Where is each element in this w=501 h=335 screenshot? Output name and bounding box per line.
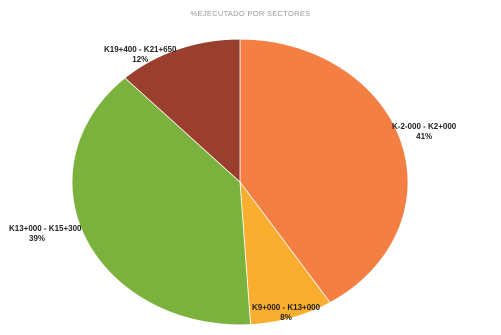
slice-percent: 8% — [280, 313, 292, 322]
pie-slice-4 — [124, 38, 241, 183]
slice-label-text: K13+000 - K15+300 — [9, 224, 82, 233]
pie-slices — [71, 38, 409, 326]
slice-percent: 12% — [132, 55, 149, 64]
slice-label-text: K19+400 - K21+650 — [104, 45, 177, 54]
slice-label-k19-400: K19+400 - K21+650 12% — [104, 45, 177, 65]
slice-label-k13-000: K13+000 - K15+300 39% — [9, 224, 82, 244]
slice-label-text: K9+000 - K13+000 — [252, 303, 321, 312]
slice-label-k9-000: K9+000 - K13+000 8% — [252, 303, 320, 323]
slice-percent: 39% — [29, 234, 46, 243]
pie-slice-1 — [239, 38, 409, 304]
pie-slice-3 — [71, 77, 251, 326]
slice-percent: 41% — [416, 132, 433, 141]
chart-title: %EJECUTADO POR SECTORES — [190, 9, 311, 18]
slice-label-text: K-2-000 - K2+000 — [392, 122, 457, 131]
slice-label-k-2-000: K-2-000 - K2+000 41% — [392, 122, 456, 142]
